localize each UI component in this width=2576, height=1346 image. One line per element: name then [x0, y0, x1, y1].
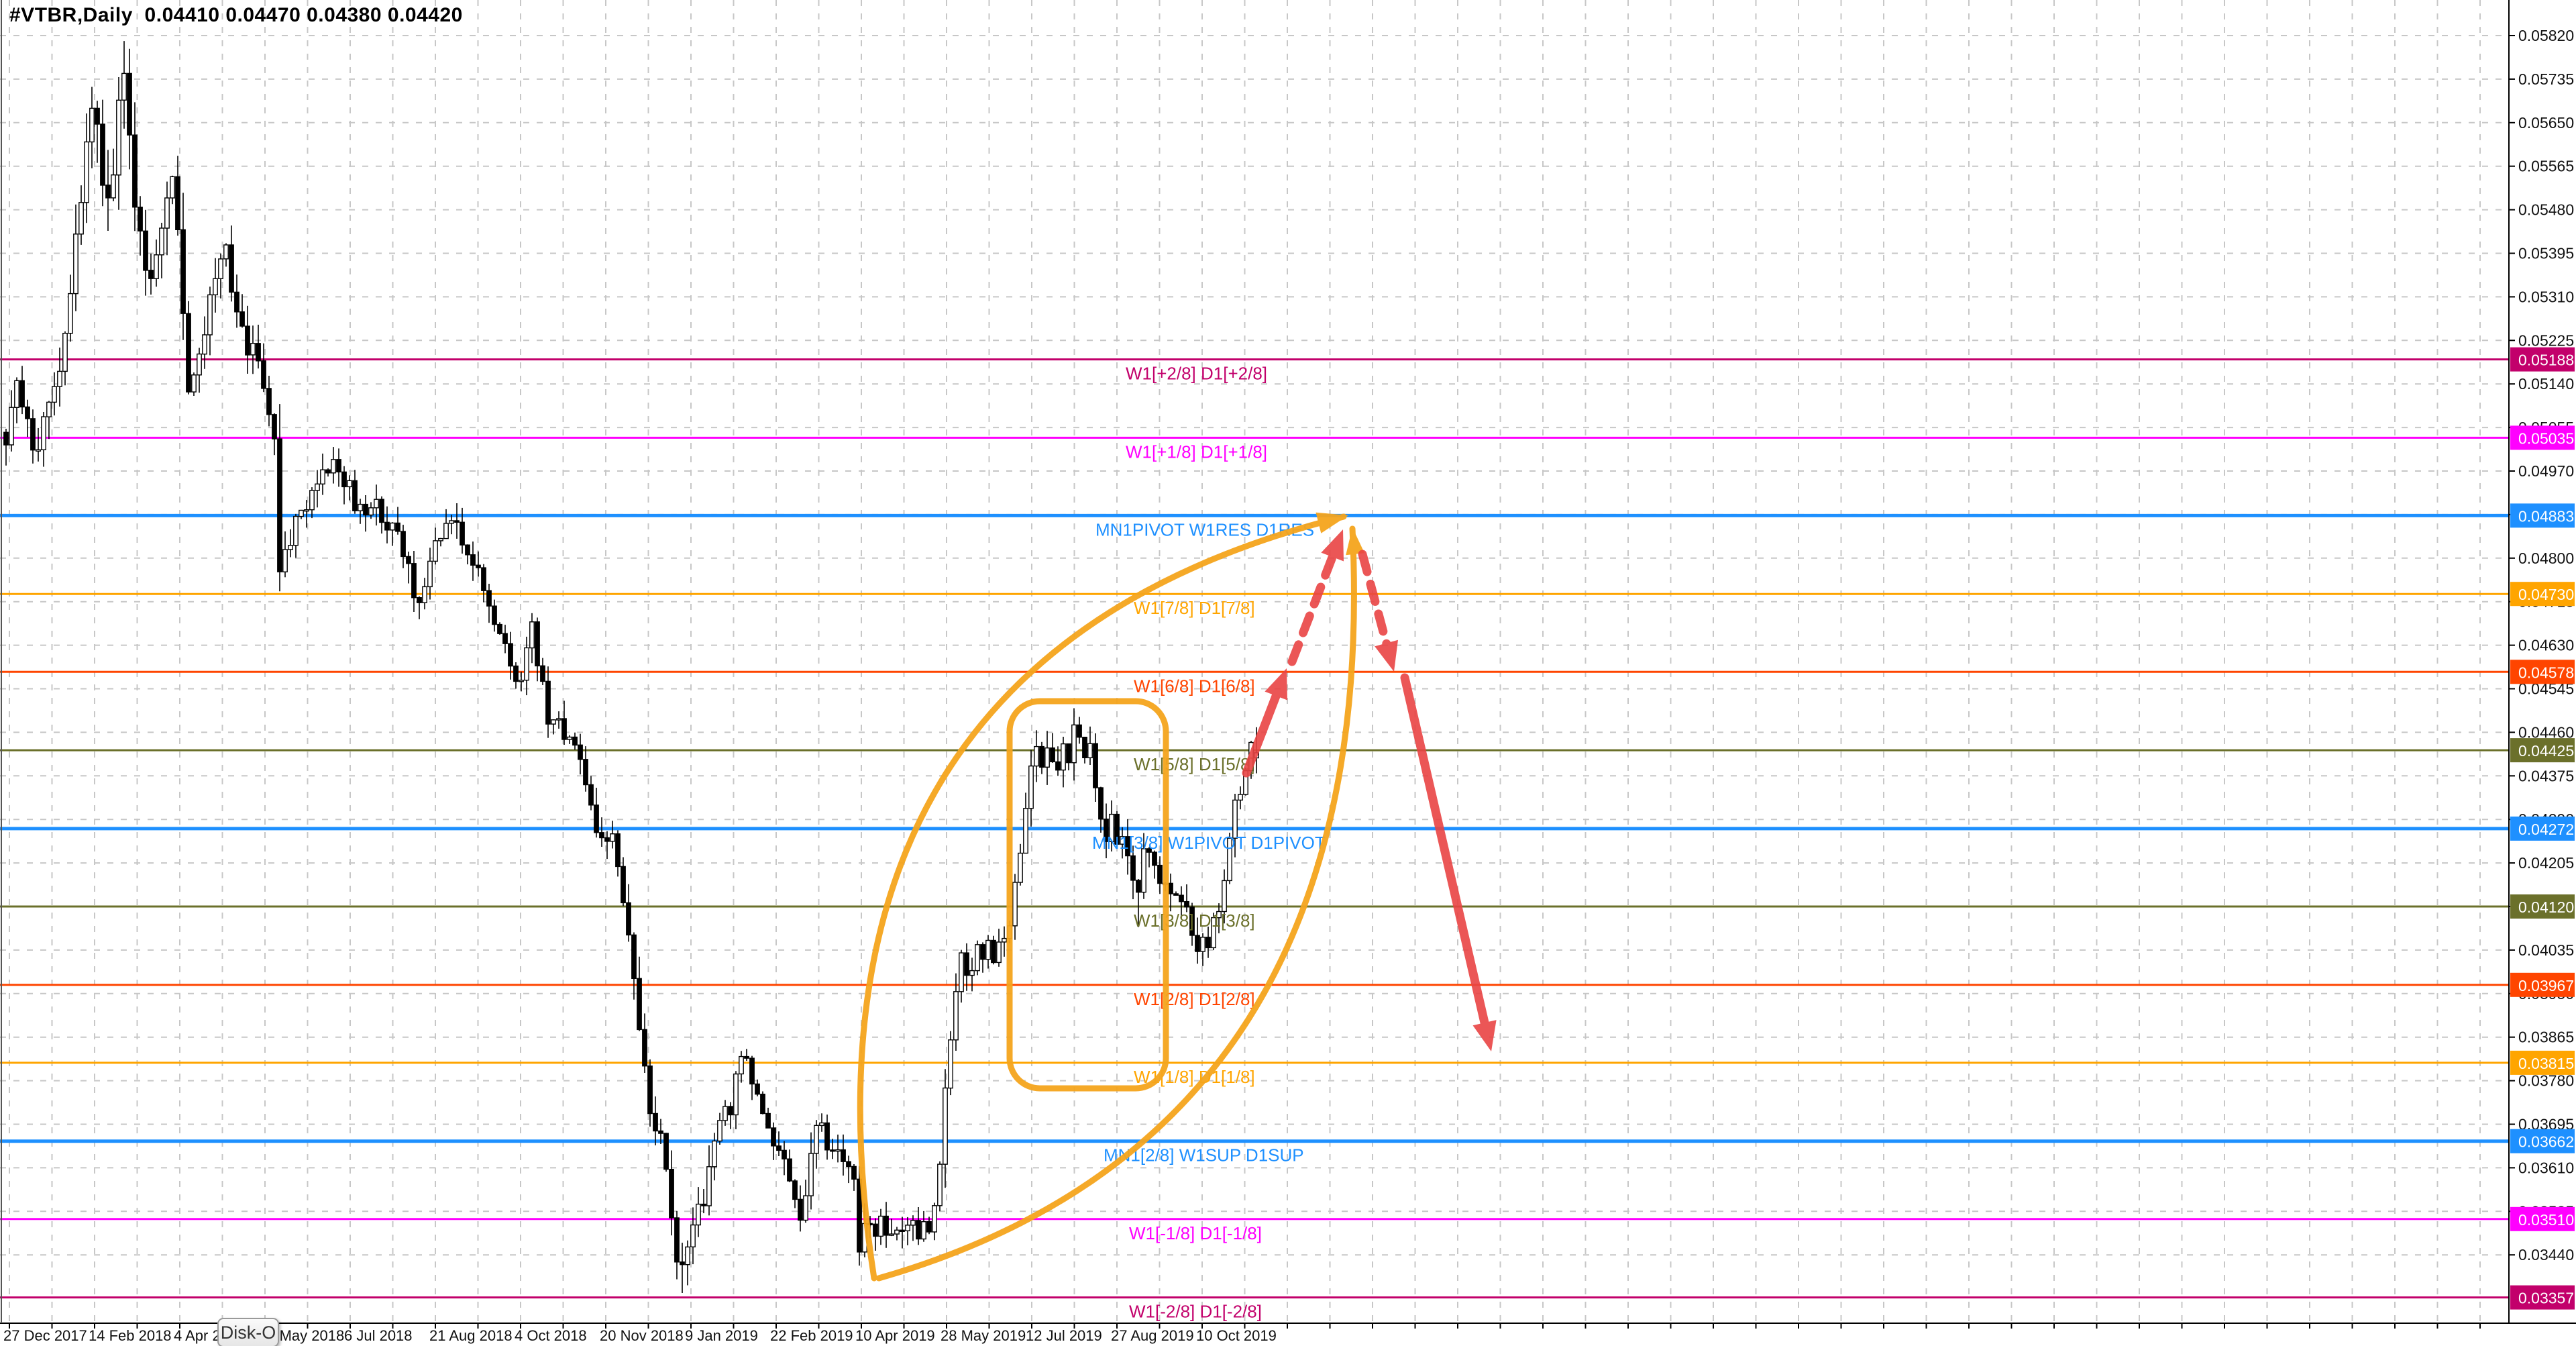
lens-annotation[interactable] — [857, 512, 1365, 1282]
price-tick-label: 0.05480 — [2518, 201, 2574, 219]
date-tick-label: 12 Jul 2019 — [1026, 1327, 1102, 1344]
price-badge-label: 0.03815 — [2518, 1055, 2574, 1072]
price-badge — [2510, 1129, 2575, 1153]
price-badge — [2510, 347, 2575, 372]
price-badge — [2510, 972, 2575, 997]
price-badge — [2510, 582, 2575, 607]
price-tick-label: 0.05735 — [2518, 70, 2574, 88]
price-tick-label: 0.05395 — [2518, 245, 2574, 262]
pivot-level-labels: W1[+2/8] D1[+2/8]W1[+1/8] D1[+1/8]MN1PIV… — [1092, 364, 1326, 1322]
price-tick-label: 0.04035 — [2518, 941, 2574, 959]
price-tick-label: 0.03610 — [2518, 1159, 2574, 1176]
price-tick-label: 0.03440 — [2518, 1246, 2574, 1263]
date-tick-label: 28 May 2019 — [941, 1327, 1026, 1344]
red-arrow-shaft — [1287, 543, 1340, 666]
price-tick-label: 0.04205 — [2518, 854, 2574, 872]
level-label: W1[-1/8] D1[-1/8] — [1129, 1223, 1262, 1243]
price-badge — [2510, 425, 2575, 450]
disk-o-overlay-button[interactable]: Disk-O — [217, 1318, 279, 1346]
lens-arrowhead-icon — [1316, 512, 1348, 533]
price-tick-label: 0.03865 — [2518, 1029, 2574, 1046]
price-badge-label: 0.03510 — [2518, 1211, 2574, 1229]
price-tick-label: 0.05310 — [2518, 288, 2574, 305]
level-label: MN1[3/8] W1PIVOT D1PIVOT — [1092, 833, 1326, 853]
price-badge — [2510, 1285, 2575, 1310]
grid — [0, 0, 2509, 1323]
time-axis[interactable]: 27 Dec 2017 14 Feb 2018 4 Apr 2018 21 May 2… — [0, 1323, 2576, 1346]
red-arrowhead-icon — [1375, 639, 1398, 672]
price-badge — [2510, 503, 2575, 528]
red-arrowhead-icon — [1265, 668, 1287, 701]
price-tick-label: 0.03780 — [2518, 1072, 2574, 1090]
price-badge-label: 0.05188 — [2518, 352, 2574, 369]
date-tick-label: 21 Aug 2018 — [429, 1327, 513, 1344]
price-tick-label: 0.05820 — [2518, 27, 2574, 44]
level-label: W1[-2/8] D1[-2/8] — [1129, 1302, 1262, 1322]
price-tick-label: 0.05140 — [2518, 375, 2574, 393]
date-tick-label: 14 Feb 2018 — [89, 1327, 172, 1344]
price-tick-label: 0.05650 — [2518, 114, 2574, 132]
lens-right-arc — [875, 525, 1357, 1282]
price-badge-label: 0.03357 — [2518, 1290, 2574, 1307]
date-tick-label: 6 Jul 2018 — [344, 1327, 413, 1344]
price-badge — [2510, 738, 2575, 763]
price-badge — [2510, 1050, 2575, 1075]
price-badge-label: 0.04883 — [2518, 507, 2574, 525]
price-badge-label: 0.04730 — [2518, 586, 2574, 603]
date-tick-label: 27 Aug 2019 — [1111, 1327, 1194, 1344]
red-arrowhead-icon — [1472, 1020, 1497, 1051]
price-tick-label: 0.05565 — [2518, 158, 2574, 175]
candlestick-series — [3, 41, 1259, 1293]
date-tick-label: 22 Feb 2019 — [770, 1327, 853, 1344]
price-axis[interactable]: 0.05820 0.05735 0.05650 0.05565 0.05480 0.053… — [2508, 0, 2576, 1346]
level-label: W1[3/8] D1[3/8] — [1134, 911, 1255, 931]
projection-arrows[interactable] — [1242, 529, 1497, 1051]
red-arrow-shaft — [1242, 682, 1284, 778]
price-badge-label: 0.04272 — [2518, 821, 2574, 838]
price-tick-label: 0.04800 — [2518, 550, 2574, 567]
level-label: W1[5/8] D1[5/8] — [1134, 754, 1255, 774]
level-label: W1[2/8] D1[2/8] — [1134, 989, 1255, 1009]
level-label: W1[+1/8] D1[+1/8] — [1126, 442, 1267, 462]
price-badge-label: 0.05035 — [2518, 429, 2574, 447]
level-label: W1[+2/8] D1[+2/8] — [1126, 364, 1267, 384]
date-tick-label: 10 Oct 2019 — [1196, 1327, 1277, 1344]
lens-arrowhead-icon — [1346, 527, 1365, 556]
chart-title-ohlc: #VTBR,Daily 0.04410 0.04470 0.04380 0.04… — [9, 4, 463, 26]
price-tick-label: 0.05225 — [2518, 331, 2574, 349]
pivot-level-lines — [0, 358, 2509, 1299]
price-badge — [2510, 660, 2575, 684]
price-tick-label: 0.04630 — [2518, 637, 2574, 654]
price-tick-label: 0.04375 — [2518, 767, 2574, 784]
date-tick-label: 10 Apr 2019 — [855, 1327, 935, 1344]
date-tick-label: 27 Dec 2017 — [3, 1327, 87, 1344]
lens-left-arc — [857, 513, 1347, 1282]
red-arrow-shaft — [1400, 673, 1491, 1037]
price-badge-label: 0.04578 — [2518, 664, 2574, 681]
level-label: W1[7/8] D1[7/8] — [1134, 598, 1255, 618]
date-tick-label: 4 Oct 2018 — [515, 1327, 587, 1344]
disk-o-label: Disk-O — [220, 1322, 276, 1343]
date-tick-label: 20 Nov 2018 — [600, 1327, 684, 1344]
red-arrow-shaft — [1358, 550, 1393, 657]
price-badge-label: 0.04120 — [2518, 898, 2574, 916]
price-badge-label: 0.04425 — [2518, 742, 2574, 760]
price-tick-label: 0.04460 — [2518, 723, 2574, 741]
price-badge — [2510, 816, 2575, 841]
price-tick-label: 0.04970 — [2518, 462, 2574, 480]
red-arrowhead-icon — [1321, 529, 1344, 562]
price-badge-label: 0.03662 — [2518, 1133, 2574, 1151]
price-badge-label: 0.03967 — [2518, 977, 2574, 994]
level-label: W1[6/8] D1[6/8] — [1134, 676, 1255, 696]
rounded-rect-annotation — [1006, 698, 1169, 1092]
price-badge — [2510, 1206, 2575, 1231]
date-tick-label: 9 Jan 2019 — [685, 1327, 758, 1344]
price-badge — [2510, 894, 2575, 919]
